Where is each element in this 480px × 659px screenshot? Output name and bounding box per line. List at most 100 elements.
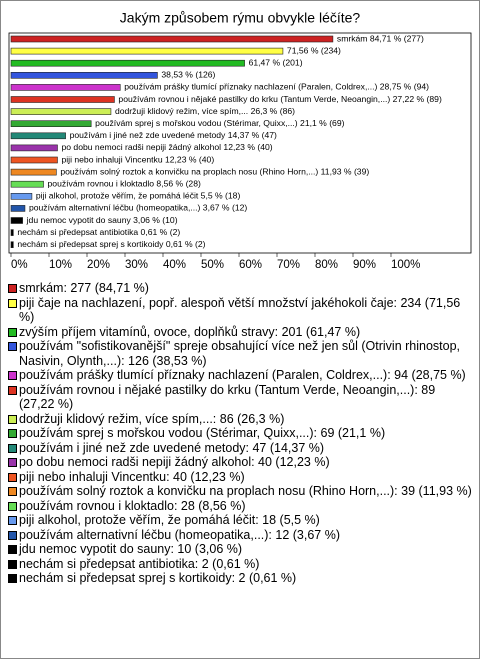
legend-item: používám rovnou i nějaké pastilky do krk… xyxy=(7,383,473,412)
bar-label: používám sprej s mořskou vodou (Stérimar… xyxy=(95,118,344,128)
legend-swatch xyxy=(8,414,17,424)
bar xyxy=(10,180,44,188)
legend-item: zvýším příjem vitamínů, ovoce, doplňků s… xyxy=(7,325,473,340)
legend: smrkám: 277 (84,71 %) piji čaje na nachla… xyxy=(7,281,473,586)
legend-label: piji čaje na nachlazení, popř. alespoň v… xyxy=(19,295,461,325)
legend-item: používám rovnou i kloktadlo: 28 (8,56 %) xyxy=(7,499,473,514)
bar xyxy=(10,108,112,115)
legend-label: používám alternativní léčbu (homeopatika… xyxy=(19,527,340,542)
bar-label: jdu nemoc vypotit do sauny 3,06 % (10) xyxy=(26,215,178,225)
bar-label: 71,56 % (234) xyxy=(287,45,341,55)
bar xyxy=(10,35,334,43)
legend-label: smrkám: 277 (84,71 %) xyxy=(19,281,149,295)
legend-swatch xyxy=(8,429,17,438)
legend-swatch xyxy=(8,559,17,569)
legend-label: používám solný roztok a konvičku na prop… xyxy=(19,484,472,498)
bar-label: piji alkohol, protože věřím, že pomáhá l… xyxy=(36,191,241,201)
legend-swatch xyxy=(8,342,17,351)
legend-swatch xyxy=(8,458,17,467)
legend-label: jdu nemoc vypotit do sauny: 10 (3,06 %) xyxy=(19,542,243,556)
x-tick-label: 10% xyxy=(49,259,72,271)
legend-label: používám prášky tlumící příznaky nachlaz… xyxy=(19,368,466,382)
legend-label: používám "sofistikovanější" spreje obsah… xyxy=(19,339,461,368)
bar xyxy=(10,132,66,140)
x-tick-label: 60% xyxy=(239,259,262,271)
legend-item: používám i jiné než zde uvedené metody: … xyxy=(7,441,473,456)
x-tick-label: 50% xyxy=(201,259,224,271)
legend-swatch xyxy=(8,284,17,293)
bar-label: používám solný roztok a konvičku na prop… xyxy=(60,166,369,176)
x-tick-label: 30% xyxy=(125,259,148,271)
legend-label: dodržuji klidový režim, více spím,...: 8… xyxy=(19,411,285,426)
legend-item: nechám si předepsat sprej s kortikoidy: … xyxy=(7,571,473,586)
bar-label: používám alternativní léčbu (homeopatika… xyxy=(29,203,247,213)
bar-label: smrkám 84,71 % (277) xyxy=(337,33,424,43)
bar xyxy=(10,72,158,79)
bar xyxy=(10,217,23,224)
legend-item: používám solný roztok a konvičku na prop… xyxy=(7,484,473,499)
x-tick-label: 90% xyxy=(353,259,376,271)
bar xyxy=(10,59,245,67)
legend-item: nechám si předepsat antibiotika: 2 (0,61… xyxy=(7,557,473,572)
bar xyxy=(10,144,58,152)
legend-label: používám rovnou i kloktadlo: 28 (8,56 %) xyxy=(19,498,246,513)
bar xyxy=(10,168,57,176)
bar-label: používám i jiné než zde uvedené metody 1… xyxy=(70,130,277,140)
bar xyxy=(10,47,284,55)
legend-label: piji nebo inhaluji Vincentku: 40 (12,23 … xyxy=(19,469,245,484)
bar xyxy=(10,96,115,103)
legend-item: piji alkohol, protože věřím, že pomáhá l… xyxy=(7,513,473,528)
legend-label: piji alkohol, protože věřím, že pomáhá l… xyxy=(19,513,320,527)
legend-swatch xyxy=(8,385,17,395)
legend-label: používám i jiné než zde uvedené metody: … xyxy=(19,440,325,455)
bar-label: nechám si předepsat sprej s kortikoidy 0… xyxy=(17,239,205,249)
legend-item: jdu nemoc vypotit do sauny: 10 (3,06 %) xyxy=(7,542,473,557)
legend-swatch xyxy=(8,501,17,511)
bar xyxy=(10,193,33,200)
legend-label: nechám si předepsat antibiotika: 2 (0,61… xyxy=(19,556,260,571)
legend-item: používám alternativní léčbu (homeopatika… xyxy=(7,528,473,543)
bar-label: 38,53 % (126) xyxy=(161,70,215,80)
bar-label: po dobu nemoci radši nepiji žádný alkoho… xyxy=(61,142,272,152)
x-tick-label: 70% xyxy=(277,259,300,271)
bar-label: piji nebo inhaluji Vincentku 12,23 % (40… xyxy=(61,154,214,164)
bar-label: dodržuji klidový režim, více spím,... 26… xyxy=(115,106,295,116)
bar-label: používám rovnou i nějaké pastilky do krk… xyxy=(118,94,442,104)
chart-title: Jakým způsobem rýmu obvykle léčíte? xyxy=(120,10,361,26)
legend-item: používám "sofistikovanější" spreje obsah… xyxy=(7,339,473,368)
legend-item: smrkám: 277 (84,71 %) xyxy=(7,281,473,296)
bar xyxy=(10,84,121,91)
bar xyxy=(10,229,14,236)
bar xyxy=(10,120,92,127)
legend-swatch xyxy=(8,298,17,308)
x-tick-label: 0% xyxy=(11,259,28,271)
legend-swatch xyxy=(8,516,17,525)
legend-label: používám rovnou i nějaké pastilky do krk… xyxy=(19,382,436,412)
legend-swatch xyxy=(8,574,17,583)
bar-label: 61,47 % (201) xyxy=(249,57,303,67)
bar xyxy=(10,241,14,248)
bars: smrkám 84,71 % (277) 71,56 % (234) 61,47 %… xyxy=(10,33,442,249)
legend-swatch xyxy=(8,371,17,380)
chart: Jakým způsobem rýmu obvykle léčíte? smrk… xyxy=(8,10,472,271)
legend-swatch xyxy=(8,545,17,554)
plot-frame xyxy=(8,32,472,254)
legend-item: piji nebo inhaluji Vincentku: 40 (12,23 … xyxy=(7,470,473,485)
legend-swatch xyxy=(8,443,17,453)
legend-swatch xyxy=(8,530,17,540)
legend-item: používám prášky tlumící příznaky nachlaz… xyxy=(7,368,473,383)
bar xyxy=(10,156,58,164)
x-tick-label: 100% xyxy=(391,259,420,271)
x-tick-label: 40% xyxy=(163,259,186,271)
bar xyxy=(10,205,26,212)
legend-item: po dobu nemoci radši nepiji žádný alkoho… xyxy=(7,455,473,470)
legend-item: dodržuji klidový režim, více spím,...: 8… xyxy=(7,412,473,427)
legend-item: používám sprej s mořskou vodou (Stérimar… xyxy=(7,426,473,441)
x-tick-label: 20% xyxy=(87,259,110,271)
legend-swatch xyxy=(8,487,17,496)
x-tick-label: 80% xyxy=(315,259,338,271)
legend-label: používám sprej s mořskou vodou (Stérimar… xyxy=(19,426,386,440)
bar-label: používám prášky tlumící příznaky nachlaz… xyxy=(124,82,429,92)
legend-label: zvýším příjem vitamínů, ovoce, doplňků s… xyxy=(19,324,361,339)
